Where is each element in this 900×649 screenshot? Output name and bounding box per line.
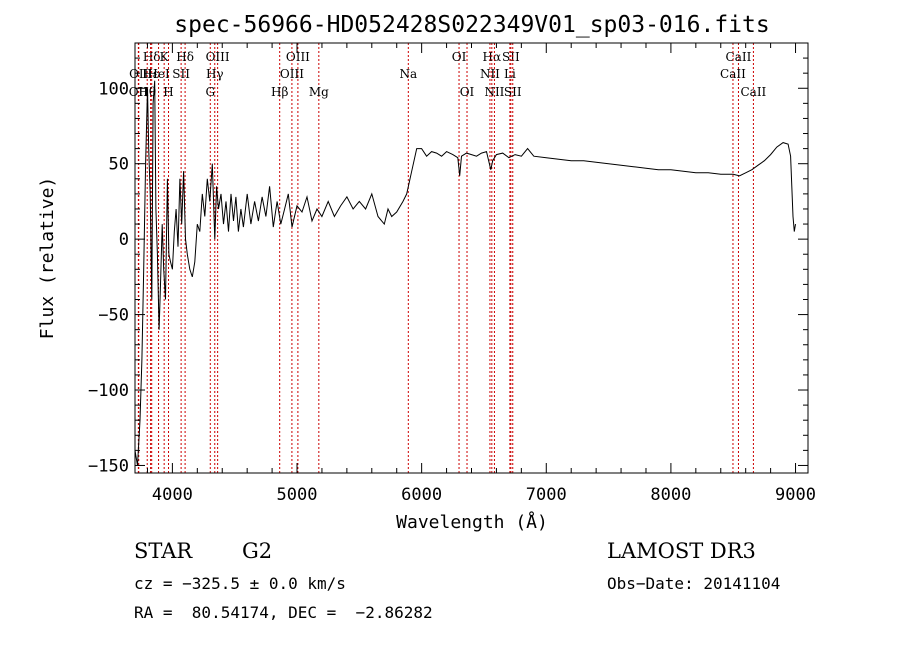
x-tick-label: 4000 [152, 485, 193, 505]
y-axis: −150 −100 −50 0 50 100 [88, 57, 808, 476]
spectral-line-label: Hδ [176, 50, 194, 64]
spectral-line-label: CaII [740, 85, 766, 99]
spectral-line-label: Hβ [271, 85, 288, 99]
spectral-line-label: SII [172, 67, 190, 81]
spectral-line-label: OI [460, 85, 475, 99]
y-tick-label: 50 [109, 155, 129, 175]
x-axis: 4000 5000 6000 7000 8000 9000 [146, 43, 816, 505]
spectral-line-label: NII [484, 85, 504, 99]
spectral-line-label: CaII [720, 67, 746, 81]
spectral-line-label: K [160, 50, 170, 64]
spectral-line-label: OII [129, 67, 149, 81]
x-axis-label: Wavelength (Å) [396, 511, 548, 533]
object-subclass: G2 [242, 539, 273, 563]
spectral-line-label: Na [399, 67, 417, 81]
x-tick-label: 7000 [526, 485, 567, 505]
ra-dec-coords: RA = 80.54174, DEC = −2.86282 [134, 603, 433, 622]
spectral-line-label: SII [502, 50, 520, 64]
spectral-line-label: Mg [309, 85, 329, 99]
redshift-cz: cz = −325.5 ± 0.0 km/s [134, 574, 346, 593]
object-class: STAR [134, 539, 193, 563]
y-tick-label: 0 [119, 230, 129, 250]
spectral-line-label: Li [504, 67, 516, 81]
spectral-line-label: HeI [147, 67, 170, 81]
y-tick-label: −150 [88, 456, 129, 476]
spectral-line-label: SII [504, 85, 522, 99]
spectral-line-label: Hε [142, 67, 159, 81]
y-axis-label: Flux (relative) [37, 177, 58, 340]
spectral-line-label: H [163, 85, 173, 99]
x-tick-label: 6000 [401, 485, 442, 505]
x-tick-label: 5000 [277, 485, 318, 505]
spectral-line-label: OIII [280, 67, 304, 81]
spectral-line-label: Hγ [206, 67, 224, 81]
x-tick-label: 8000 [650, 485, 691, 505]
obs-date: Obs−Date: 20141104 [607, 574, 781, 593]
spectrum-line [134, 80, 796, 466]
chart-title: spec-56966-HD052428S022349V01_sp03-016.f… [174, 12, 769, 38]
plot-frame [134, 42, 809, 474]
spectral-line-label: CaII [726, 50, 752, 64]
y-tick-label: −50 [98, 306, 129, 326]
spectral-line-label: Hα [483, 50, 502, 64]
x-tick-label: 9000 [775, 485, 816, 505]
spectral-line-label: OIII [286, 50, 310, 64]
spectral-line-label: Hδ [143, 50, 161, 64]
y-tick-label: 100 [98, 79, 129, 99]
spectral-line-label: NII [480, 67, 500, 81]
spectral-line-label: OI [452, 50, 467, 64]
survey-name: LAMOST DR3 [607, 539, 756, 563]
spectral-line-label: G [205, 85, 215, 99]
y-tick-label: −100 [88, 381, 129, 401]
spectral-line-label: OIII [206, 50, 230, 64]
